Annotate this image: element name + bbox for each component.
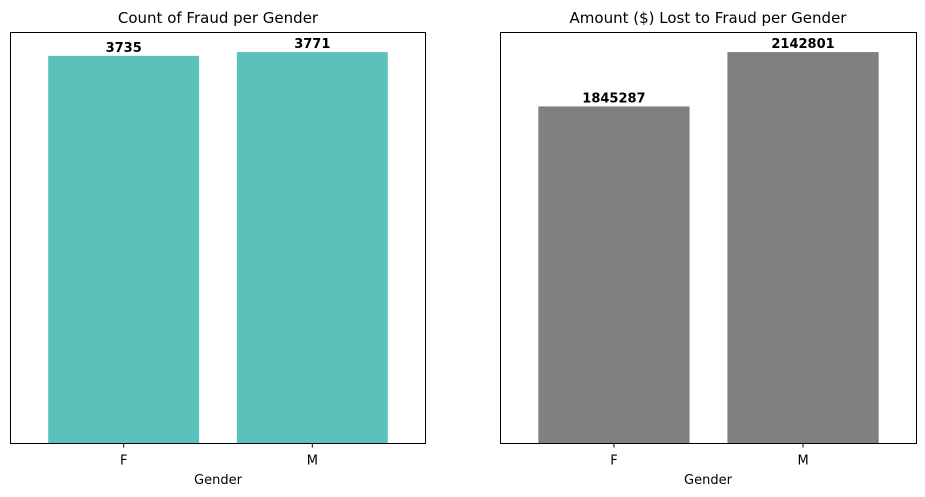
data-label-m: 3771 (294, 37, 330, 52)
x-tick-label-m: M (797, 454, 808, 469)
x-tick-label-f: F (120, 454, 127, 469)
data-label-group: 3735 3771 (106, 37, 331, 56)
plot-frame (10, 32, 426, 444)
x-axis-label: Gender (194, 473, 243, 488)
data-label-f: 3735 (106, 41, 142, 56)
chart-title: Count of Fraud per Gender (118, 9, 319, 27)
bar-group (538, 52, 879, 444)
data-label-group: 1845287 2142801 (582, 37, 834, 106)
x-tick-label-f: F (610, 454, 617, 469)
x-axis-label: Gender (684, 473, 733, 488)
bar-f (48, 55, 200, 444)
fraud-amount-chart: Amount ($) Lost to Fraud per Gender 1845… (500, 9, 917, 488)
data-label-m: 2142801 (771, 37, 834, 52)
bar-f (538, 106, 690, 444)
bar-m (236, 52, 388, 444)
bar-group (48, 52, 388, 444)
bar-m (727, 52, 879, 444)
plot-frame (500, 32, 917, 444)
chart-title: Amount ($) Lost to Fraud per Gender (570, 9, 848, 27)
x-tick-label-m: M (307, 454, 318, 469)
data-label-f: 1845287 (582, 91, 645, 106)
